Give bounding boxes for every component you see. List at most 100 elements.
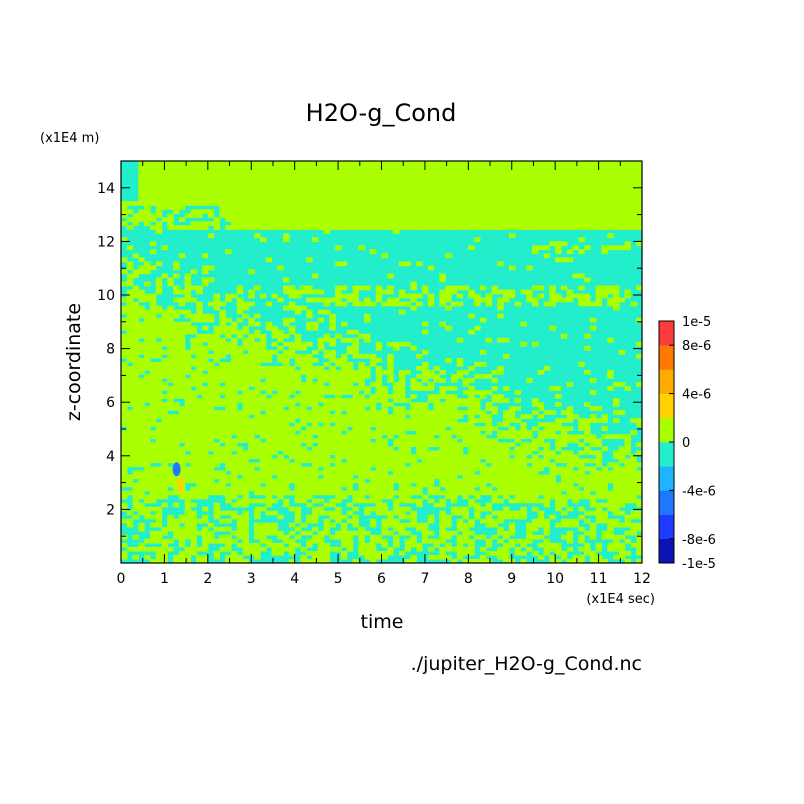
heatmap-cell [335, 470, 342, 476]
heatmap-cell [427, 426, 435, 431]
heatmap-cell [381, 542, 388, 548]
heatmap-cell [589, 534, 597, 540]
heatmap-cell [560, 201, 568, 206]
heatmap-cell [485, 466, 493, 472]
heatmap-cell [369, 362, 377, 367]
heatmap-cell [288, 558, 296, 563]
heatmap-cell [630, 225, 637, 230]
heatmap-cell [202, 538, 209, 544]
heatmap-cell [184, 297, 192, 303]
heatmap-cell [277, 422, 284, 427]
heatmap-cell [149, 374, 157, 379]
heatmap-cell [537, 173, 545, 178]
heatmap-cell [595, 285, 603, 291]
heatmap-cell [439, 554, 446, 560]
heatmap-cell [178, 349, 186, 355]
heatmap-cell [514, 205, 522, 210]
heatmap-cell [283, 181, 290, 186]
heatmap-cell [202, 189, 209, 194]
heatmap-cell [294, 345, 302, 351]
heatmap-cell [595, 217, 603, 222]
heatmap-cell [213, 185, 221, 190]
heatmap-cell [312, 374, 319, 379]
heatmap-cell [202, 317, 209, 323]
heatmap-cell [259, 205, 267, 210]
heatmap-cell [207, 197, 215, 202]
heatmap-cell [288, 478, 296, 484]
heatmap-cell [207, 486, 215, 492]
heatmap-cell [601, 293, 608, 299]
heatmap-cell [230, 213, 238, 218]
heatmap-cell [566, 177, 574, 182]
heatmap-cell [474, 494, 481, 500]
heatmap-cell [190, 410, 197, 415]
heatmap-cell [352, 329, 359, 335]
heatmap-cell [398, 217, 406, 222]
heatmap-cell [387, 494, 394, 500]
heatmap-cell [202, 466, 209, 472]
heatmap-cell [560, 458, 568, 464]
heatmap-cell [149, 410, 157, 415]
heatmap-cell [532, 474, 539, 480]
heatmap-cell [190, 349, 197, 355]
heatmap-cell [236, 394, 244, 399]
heatmap-cell [450, 221, 458, 226]
heatmap-cell [254, 438, 261, 443]
heatmap-cell [178, 466, 186, 472]
heatmap-cell [526, 434, 533, 439]
heatmap-cell [288, 189, 296, 194]
heatmap-cell [155, 530, 163, 536]
heatmap-cell [323, 526, 330, 532]
heatmap-cell [300, 362, 307, 367]
heatmap-cell [387, 181, 394, 186]
heatmap-cell [497, 510, 504, 516]
heatmap-cell [121, 518, 128, 524]
heatmap-cell [450, 486, 458, 492]
heatmap-cell [225, 386, 232, 391]
heatmap-cell [155, 229, 163, 234]
heatmap-cell [369, 398, 377, 403]
heatmap-cell [398, 414, 406, 419]
heatmap-cell [375, 386, 383, 391]
heatmap-cell [427, 478, 435, 484]
heatmap-cell [456, 458, 464, 464]
heatmap-cell [202, 269, 209, 275]
heatmap-cell [462, 454, 469, 460]
heatmap-cell [532, 177, 539, 182]
heatmap-cell [236, 197, 244, 202]
heatmap-cell [317, 534, 325, 540]
heatmap-cell [230, 414, 238, 419]
heatmap-cell [312, 446, 319, 452]
heatmap-cell [161, 273, 168, 279]
heatmap-cell [607, 386, 614, 391]
heatmap-cell [433, 442, 440, 448]
heatmap-cell [422, 434, 429, 439]
heatmap-cell [410, 554, 417, 560]
heatmap-cell [202, 169, 209, 174]
heatmap-cell [630, 197, 637, 202]
heatmap-cell [225, 345, 232, 351]
heatmap-cell [271, 426, 278, 431]
heatmap-cell [283, 402, 290, 407]
heatmap-cell [242, 217, 249, 222]
heatmap-cell [184, 277, 192, 283]
heatmap-cell [491, 498, 498, 504]
heatmap-cell [190, 458, 197, 464]
heatmap-cell [427, 181, 435, 186]
heatmap-cell [254, 321, 261, 327]
heatmap-cell [340, 390, 348, 395]
heatmap-cell [433, 221, 440, 226]
heatmap-cell [155, 546, 163, 552]
heatmap-cell [207, 177, 215, 182]
heatmap-cell [433, 474, 440, 480]
heatmap-cell [566, 297, 574, 303]
heatmap-cell [381, 201, 388, 206]
heatmap-cell [381, 189, 388, 194]
heatmap-cell [225, 474, 232, 480]
heatmap-cell [138, 494, 145, 500]
heatmap-cell [144, 197, 151, 202]
heatmap-cell [358, 450, 365, 456]
heatmap-cell [508, 486, 516, 492]
heatmap-cell [381, 506, 388, 512]
heatmap-cell [167, 434, 174, 439]
